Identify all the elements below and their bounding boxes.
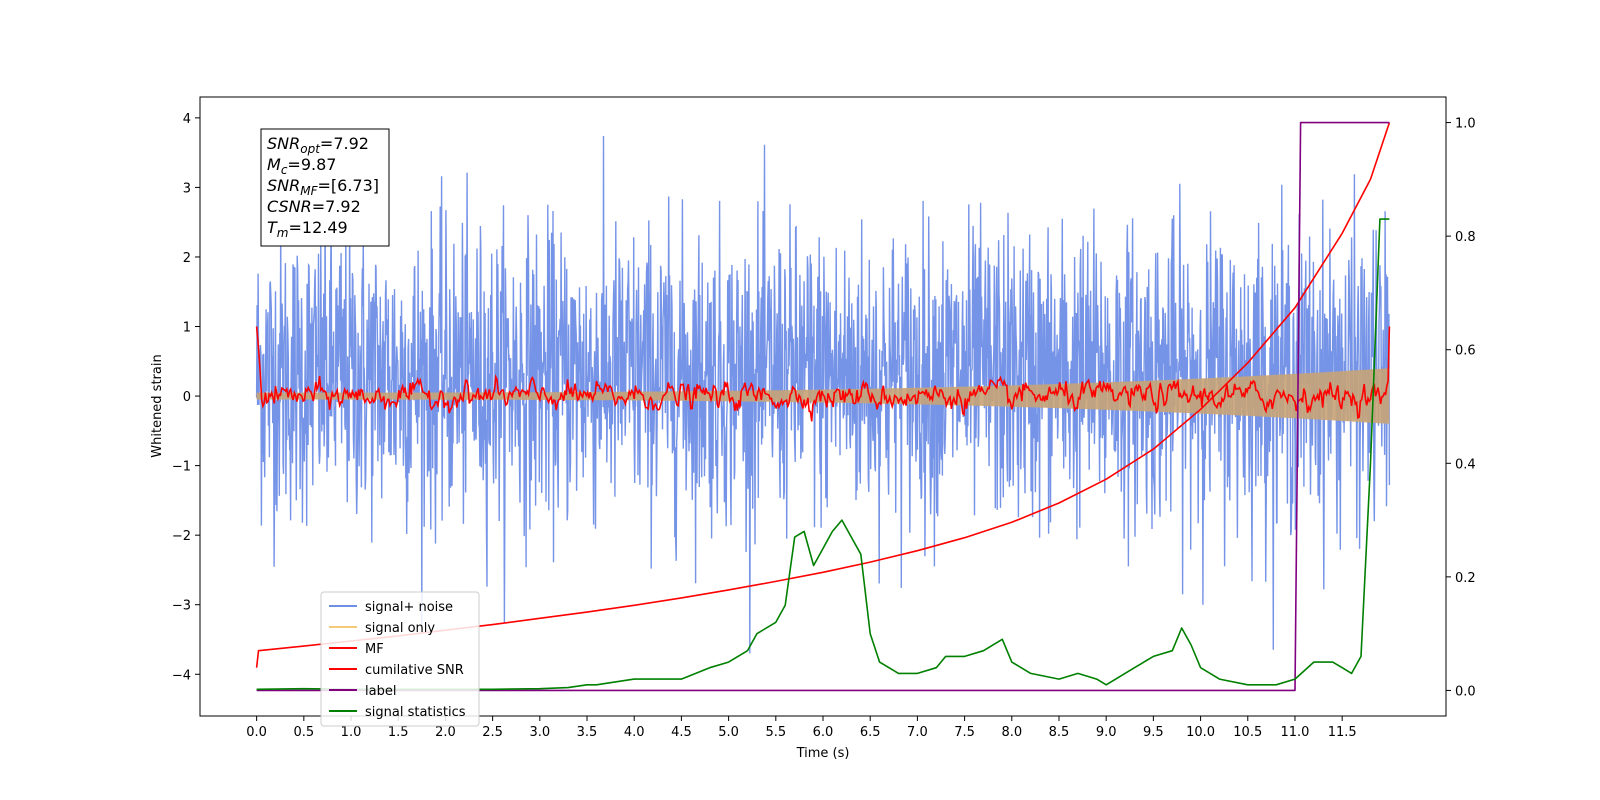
y-axis-left: −4 −3 −2 −1 0 1 2 3 4	[172, 112, 200, 683]
y2-tick-label: 0.2	[1455, 571, 1476, 586]
x-tick-label: 10.5	[1233, 725, 1262, 740]
annotation-line: Mc=9.87	[267, 155, 336, 177]
x-tick-label: 7.5	[954, 725, 975, 740]
x-tick-label: 2.5	[482, 725, 503, 740]
x-tick-label: 5.0	[718, 725, 739, 740]
x-tick-label: 3.5	[577, 725, 598, 740]
x-tick-label: 8.5	[1049, 725, 1070, 740]
x-tick-label: 6.0	[813, 725, 834, 740]
y-tick-label: −2	[172, 529, 191, 544]
x-axis: 0.0 0.5 1.0 1.5 2.0 2.5 3.0 3.5 4.0 4.5 5.0 5.5 6.0 6…	[246, 716, 1357, 740]
y-tick-label: −3	[172, 599, 191, 614]
legend-label: signal+ noise	[365, 600, 453, 615]
y2-tick-label: 0.8	[1455, 230, 1476, 245]
y-tick-label: 1	[183, 321, 191, 336]
x-tick-label: 1.5	[388, 725, 409, 740]
annotation-frame	[260, 128, 390, 247]
series-signal-noise	[255, 135, 1391, 654]
x-tick-label: 11.5	[1328, 725, 1357, 740]
x-tick-label: 2.0	[435, 725, 456, 740]
y-axis-label: Whitened strain	[150, 354, 165, 457]
legend-label: MF	[365, 642, 384, 657]
y-tick-label: −1	[172, 460, 191, 475]
x-tick-label: 9.5	[1143, 725, 1164, 740]
annotation-line: SNRopt=7.92	[267, 134, 369, 156]
annotation-line: Tm=12.49	[267, 218, 348, 240]
y-tick-label: −4	[172, 668, 191, 683]
legend-label: cumilative SNR	[365, 663, 464, 678]
legend-label: signal statistics	[365, 705, 466, 720]
y2-tick-label: 0.6	[1455, 344, 1476, 359]
x-tick-label: 9.0	[1096, 725, 1117, 740]
x-tick-label: 4.0	[624, 725, 645, 740]
y-axis-right: 0.0 0.2 0.4 0.6 0.8 1.0	[1446, 117, 1476, 699]
x-tick-label: 4.5	[671, 725, 692, 740]
x-tick-label: 3.0	[529, 725, 550, 740]
series-signal-only	[256, 368, 1390, 424]
y-tick-label: 3	[183, 181, 191, 196]
y2-tick-label: 0.4	[1455, 457, 1476, 472]
x-tick-label: 1.0	[341, 725, 362, 740]
series-signal-statistics	[256, 218, 1390, 691]
x-tick-label: 5.5	[765, 725, 786, 740]
legend-label: label	[365, 684, 396, 699]
y-tick-label: 4	[183, 112, 191, 127]
y-tick-label: 2	[183, 251, 191, 266]
x-tick-label: 10.0	[1186, 725, 1215, 740]
legend: signal+ noise signal only MF cumilative SNR…	[320, 591, 480, 727]
x-tick-label: 0.5	[293, 725, 314, 740]
x-tick-label: 7.0	[907, 725, 928, 740]
annotation-line: CSNR=7.92	[267, 197, 361, 216]
legend-label: signal only	[365, 621, 435, 636]
x-tick-label: 0.0	[246, 725, 267, 740]
y2-tick-label: 1.0	[1455, 117, 1476, 132]
annotation-line: SNRMF=[6.73]	[267, 176, 379, 198]
series-label	[256, 121, 1390, 692]
series-mf	[255, 326, 1391, 422]
legend-frame	[320, 591, 480, 727]
x-tick-label: 8.0	[1001, 725, 1022, 740]
x-tick-label: 6.5	[860, 725, 881, 740]
x-axis-label: Time (s)	[796, 746, 850, 761]
y2-tick-label: 0.0	[1455, 684, 1476, 699]
y-tick-label: 0	[183, 390, 191, 405]
x-tick-label: 11.0	[1280, 725, 1309, 740]
